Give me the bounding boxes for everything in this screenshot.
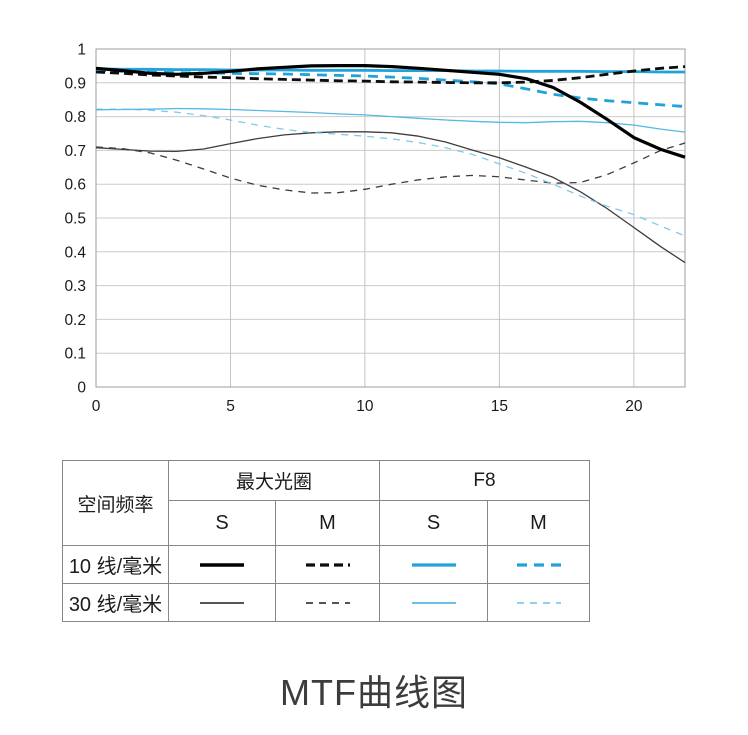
cyan-thin-solid-swatch-line [411, 601, 456, 604]
cyan-thick-dashed-swatch-line [516, 562, 561, 567]
y-tick-label: 0.4 [64, 244, 86, 261]
curve-black-thick-dashed [95, 65, 686, 85]
row-label-30-lines: 30 线/毫米 [62, 583, 169, 622]
black-thin-solid-swatch-line [200, 601, 244, 604]
y-tick-label: 0.6 [64, 177, 86, 194]
curve-cyan-thick-dashed [95, 69, 686, 108]
y-tick-label: 0.2 [64, 312, 86, 329]
max-aperture-header: 最大光圈 [167, 460, 381, 501]
plot-frame [95, 48, 686, 388]
y-tick-label: 0 [77, 380, 86, 397]
y-tick-label: 0.7 [64, 143, 86, 160]
swatch-cell [379, 583, 489, 622]
legend-table: 空间频率 最大光圈 F8 S M S M 10 线/毫米 30 线/毫米 [62, 460, 591, 622]
cyan-thick-solid-swatch-line [411, 562, 456, 567]
swatch-cell [168, 545, 276, 584]
y-tick-label: 0.9 [64, 75, 86, 92]
spatial-frequency-header: 空间频率 [62, 460, 169, 546]
curve-cyan-thick-solid [95, 67, 685, 74]
y-tick-label: 1 [77, 42, 86, 59]
y-tick-label: 0.3 [64, 278, 86, 295]
f8-s-header: S [379, 500, 489, 546]
swatch-cell [168, 583, 276, 622]
curve-black-thin-solid [95, 131, 686, 264]
curve-cyan-thin-solid [95, 107, 686, 133]
swatch-cell [274, 545, 381, 584]
black-thick-solid-swatch-line [200, 562, 244, 567]
black-thick-dashed-swatch-line [305, 562, 350, 567]
table-row: 10 线/毫米 [62, 545, 591, 584]
f8-m-header: M [487, 500, 591, 546]
swatch-cell [379, 545, 489, 584]
table-row: 30 线/毫米 [62, 583, 591, 622]
curve-cyan-thin-dashed [96, 108, 686, 237]
x-tick-label: 20 [625, 398, 643, 415]
mtf-chart: 00.10.20.30.40.50.60.70.80.910 5 10 15 20 [64, 42, 686, 415]
curve-black-thin-dashed [95, 142, 686, 194]
f8-header: F8 [379, 460, 591, 501]
x-tick-label: 0 [92, 398, 101, 415]
curve-black-thick-solid [95, 63, 686, 159]
max-aperture-s-header: S [168, 500, 276, 546]
swatch-cell [487, 545, 591, 584]
row-label-10-lines: 10 线/毫米 [62, 545, 169, 584]
x-tick-label: 5 [226, 398, 235, 415]
y-tick-label: 0.5 [64, 211, 86, 228]
swatch-cell [487, 583, 591, 622]
x-tick-label: 15 [491, 398, 508, 415]
y-tick-label: 0.1 [64, 346, 86, 363]
cyan-thin-dashed-swatch-line [516, 601, 561, 604]
max-aperture-m-header: M [274, 500, 381, 546]
page-title: MTF曲线图 [280, 672, 468, 713]
swatch-cell [274, 583, 381, 622]
y-tick-label: 0.8 [64, 109, 86, 126]
x-tick-label: 10 [356, 398, 374, 415]
black-thin-dashed-swatch-line [305, 601, 350, 604]
